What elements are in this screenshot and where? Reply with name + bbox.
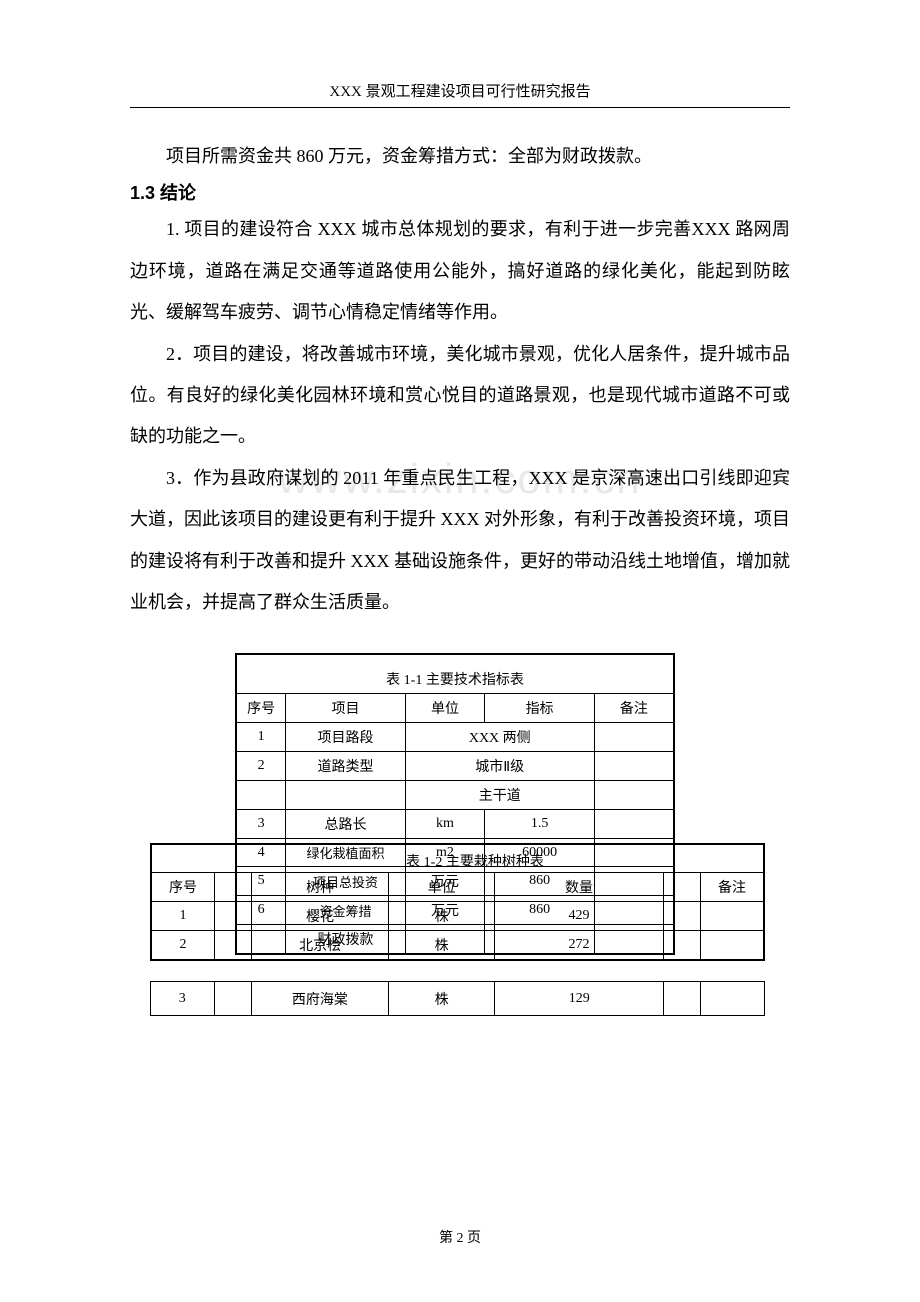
table1-header-item: 项目: [286, 694, 405, 723]
page-header: XXX 景观工程建设项目可行性研究报告: [130, 80, 790, 101]
tables-container: 表 1-1 主要技术指标表 序号 项目 单位 指标 备注 1 项目路段 XXX …: [130, 653, 790, 1053]
table1-header-note: 备注: [594, 694, 674, 723]
table-row: 2 北京桧 株 272: [151, 930, 764, 960]
table-row: 主干道: [236, 781, 674, 810]
table1-title: 表 1-1 主要技术指标表: [236, 654, 674, 694]
paragraph-funding: 项目所需资金共 860 万元，资金筹措方式：全部为财政拨款。: [130, 136, 790, 177]
table-tree-species-ext: 3 西府海棠 株 129: [150, 981, 765, 1016]
page-footer: 第 2 页: [0, 1227, 920, 1247]
paragraph-conclusion-2: 2．项目的建设，将改善城市环境，美化城市景观，优化人居条件，提升城市品位。有良好…: [130, 334, 790, 458]
table2-header-value: 数量: [494, 872, 663, 901]
table-row: 1 樱花 株 429: [151, 901, 764, 930]
table2-header-note: 备注: [701, 872, 764, 901]
table2-header-item: 树种: [251, 872, 388, 901]
table-row: 3 西府海棠 株 129: [151, 982, 765, 1016]
table1-header-seq: 序号: [236, 694, 286, 723]
table-row: 3 总路长 km 1.5: [236, 810, 674, 839]
paragraph-conclusion-3: 3．作为县政府谋划的 2011 年重点民生工程，XXX 是京深高速出口引线即迎宾…: [130, 458, 790, 624]
table2-header-seq: 序号: [151, 872, 214, 901]
paragraph-conclusion-1: 1. 项目的建设符合 XXX 城市总体规划的要求，有利于进一步完善XXX 路网周…: [130, 209, 790, 333]
section-title-conclusion: 1.3 结论: [130, 179, 790, 205]
table-row: 1 项目路段 XXX 两侧: [236, 723, 674, 752]
header-line: [130, 107, 790, 108]
table2-header-unit: 单位: [389, 872, 495, 901]
table1-header-unit: 单位: [405, 694, 485, 723]
table2-title: 表 1-2 主要栽种树种表: [375, 851, 575, 871]
table1-header-value: 指标: [485, 694, 595, 723]
table-row: 2 道路类型 城市Ⅱ级: [236, 752, 674, 781]
